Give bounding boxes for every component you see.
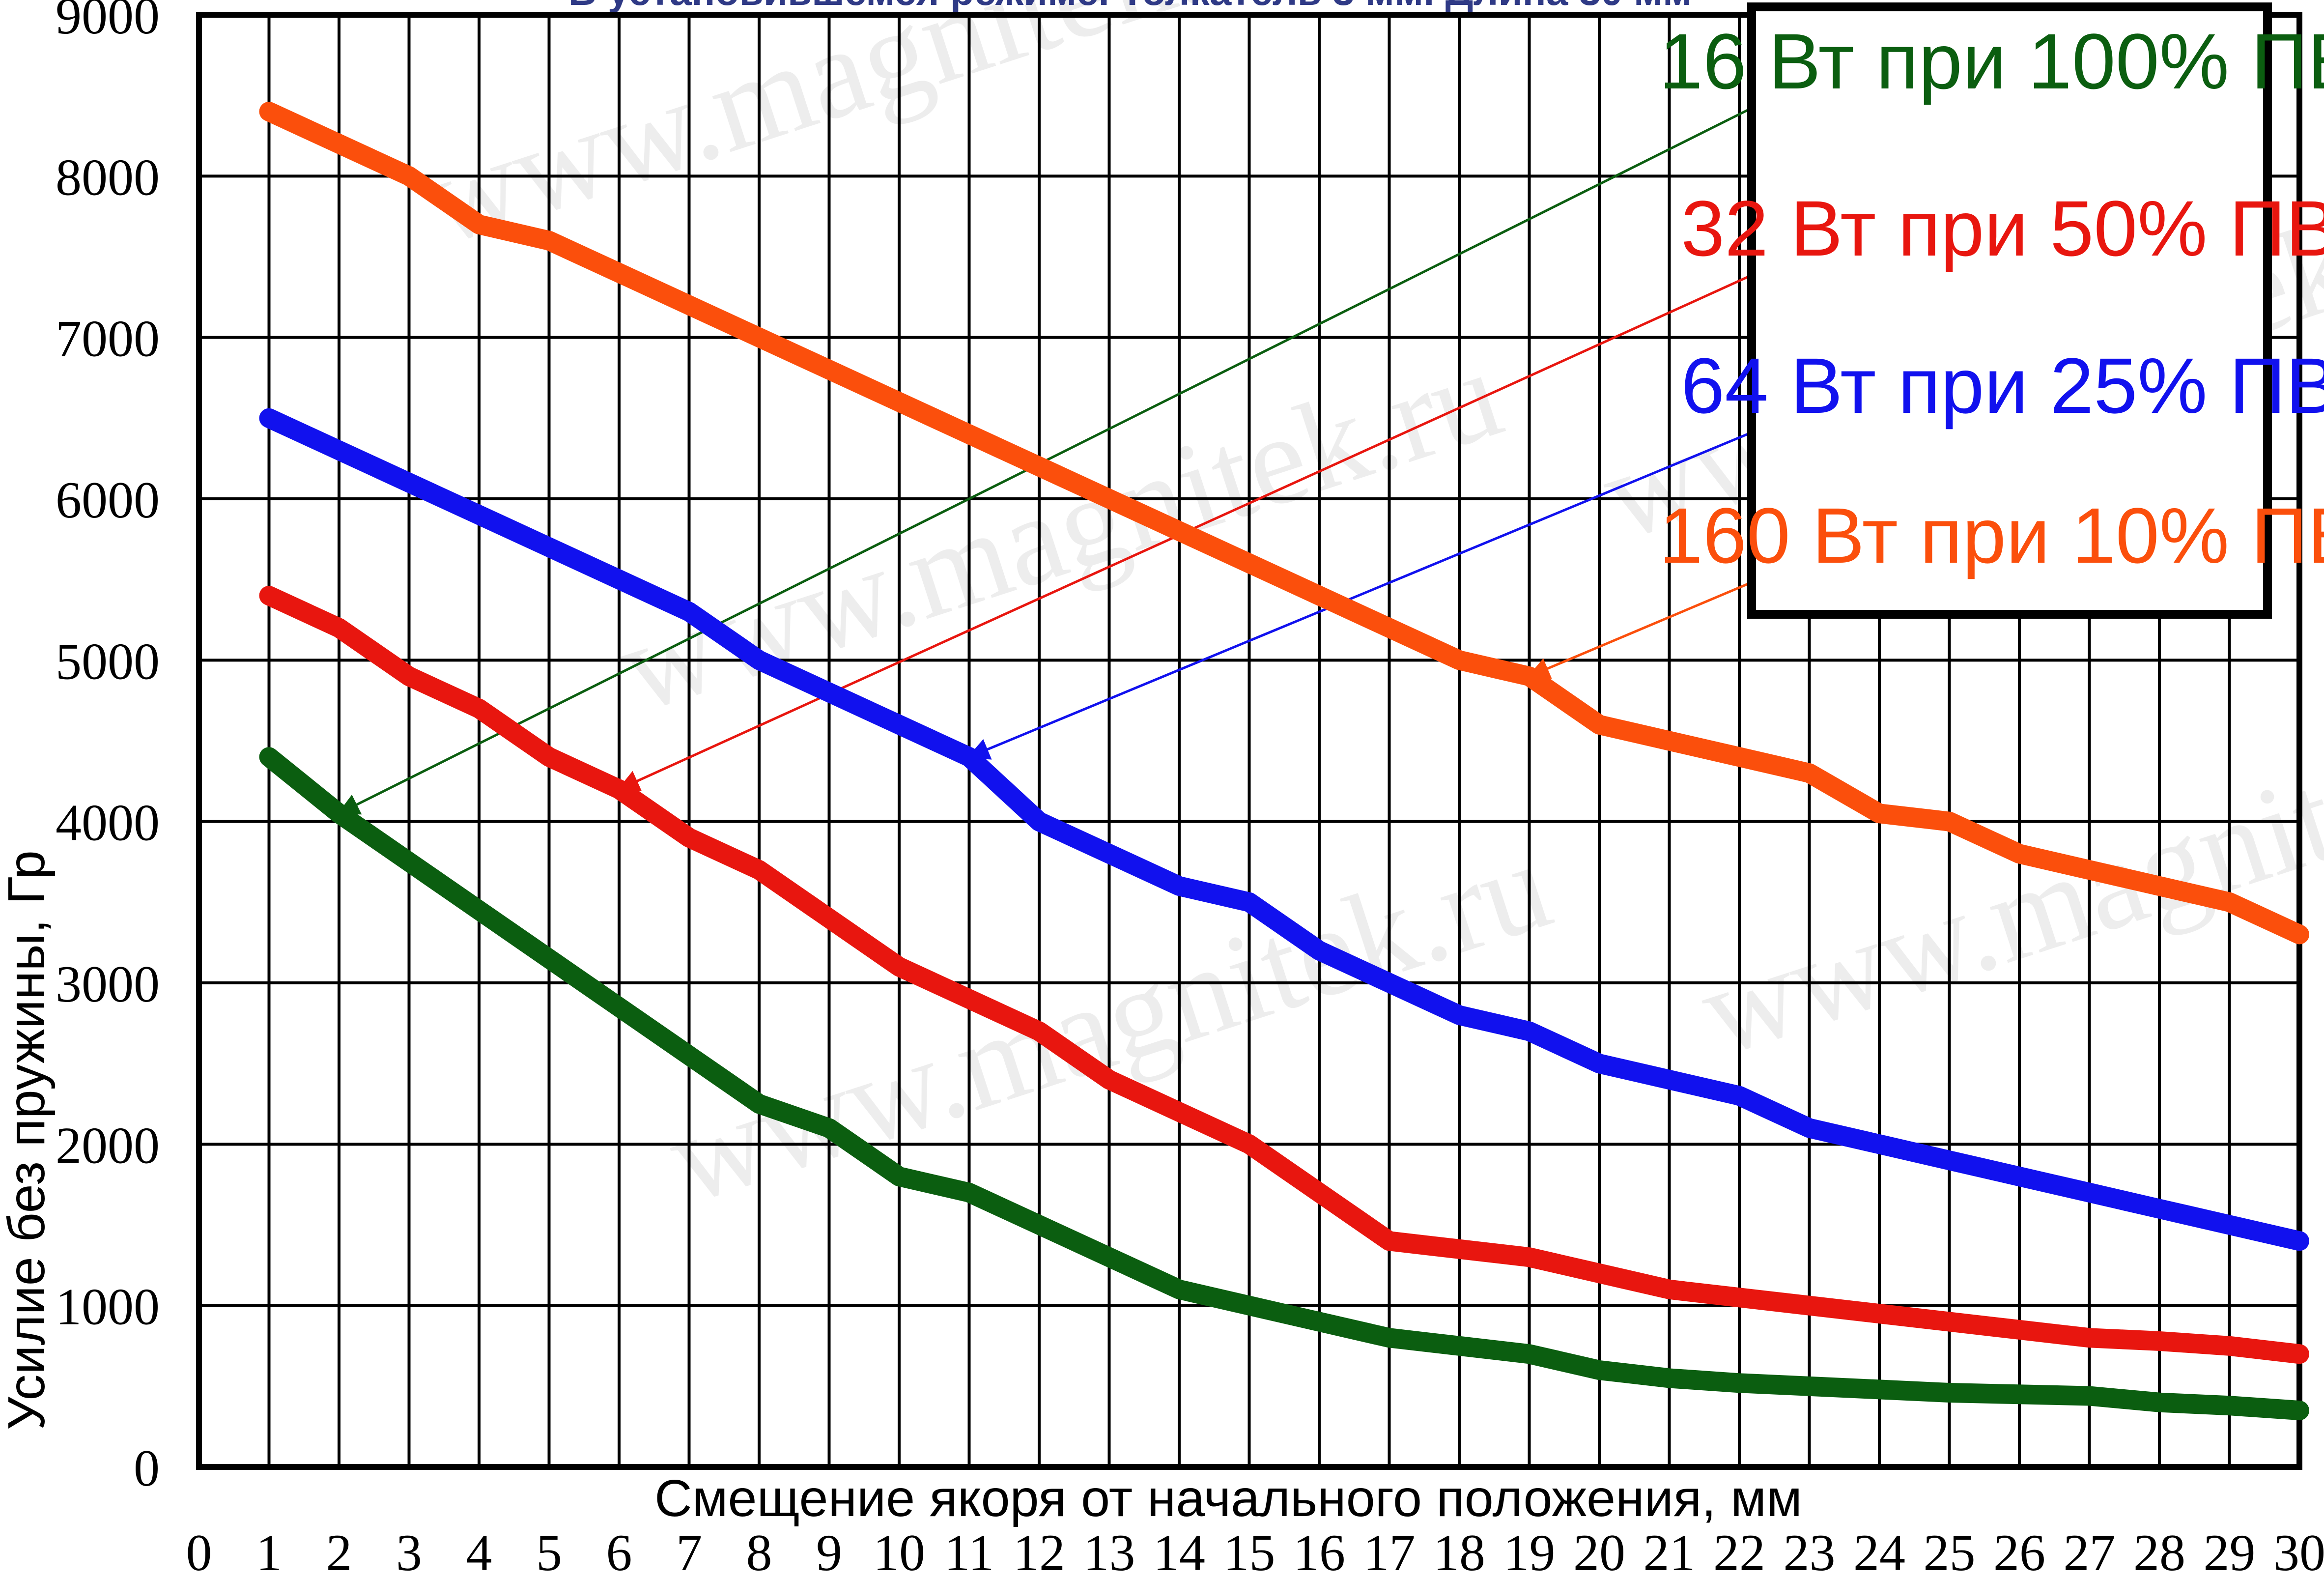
x-tick-label: 30 xyxy=(2273,1524,2324,1578)
x-tick-label: 15 xyxy=(1223,1524,1275,1578)
y-tick-label: 0 xyxy=(134,1439,160,1497)
plot-frame xyxy=(196,12,2302,1470)
x-tick-label: 6 xyxy=(606,1524,632,1578)
y-axis-title: Усилие без пружины, Гр xyxy=(0,850,56,1430)
x-tick-label: 28 xyxy=(2133,1524,2185,1578)
series-line xyxy=(259,102,2309,945)
x-tick-label: 20 xyxy=(1573,1524,1625,1578)
chart-title: В установившемся режиме. Толкатель 3 мм.… xyxy=(568,0,1692,13)
x-tick-label: 26 xyxy=(1993,1524,2045,1578)
x-tick-label: 24 xyxy=(1853,1524,1905,1578)
y-tick-labels: 0 1000 2000 3000 4000 5000 6000 7000 8000 9000 xyxy=(56,0,160,1497)
y-tick-label: 8000 xyxy=(56,148,160,206)
series-line xyxy=(259,586,2309,1364)
x-tick-label: 3 xyxy=(396,1524,422,1578)
x-tick-label: 8 xyxy=(746,1524,772,1578)
legend-item-label: 32 Вт при 50% ПВ xyxy=(1681,184,2324,272)
x-tick-label: 2 xyxy=(326,1524,352,1578)
x-tick-label: 9 xyxy=(816,1524,842,1578)
y-tick-label: 6000 xyxy=(56,471,160,529)
legend: 16 Вт при 100% ПВ 32 Вт при 50% ПВ 64 Вт п… xyxy=(1659,2,2324,619)
arrow-annotation xyxy=(1527,581,1752,679)
x-tick-label: 13 xyxy=(1083,1524,1135,1578)
x-axis-title: Смещение якоря от начального положения, … xyxy=(654,1469,1802,1527)
x-tick-label: 5 xyxy=(536,1524,562,1578)
x-tick-label: 14 xyxy=(1153,1524,1205,1578)
y-tick-label: 3000 xyxy=(56,955,160,1013)
y-tick-label: 5000 xyxy=(56,632,160,690)
x-tick-label: 11 xyxy=(944,1524,994,1578)
x-tick-label: 23 xyxy=(1784,1524,1836,1578)
x-tick-labels: 0 1 2 3 4 5 6 7 8 9 10 11 12 13 14 15 16 17 18 19 20 21 22 23 24… xyxy=(186,1524,2324,1578)
x-tick-label: 27 xyxy=(2064,1524,2116,1578)
x-tick-label: 1 xyxy=(256,1524,282,1578)
legend-item-label: 16 Вт при 100% ПВ xyxy=(1659,17,2324,105)
arrow-annotation xyxy=(967,431,1752,760)
x-tick-label: 10 xyxy=(873,1524,925,1578)
x-tick-label: 19 xyxy=(1503,1524,1556,1578)
x-tick-label: 0 xyxy=(186,1524,212,1578)
series-line xyxy=(259,408,2309,1251)
x-tick-label: 16 xyxy=(1293,1524,1345,1578)
x-tick-label: 21 xyxy=(1644,1524,1696,1578)
y-tick-label: 7000 xyxy=(56,310,160,368)
x-tick-label: 4 xyxy=(466,1524,492,1578)
series-lines xyxy=(259,102,2309,1421)
series-line xyxy=(259,747,2309,1421)
y-tick-label: 9000 xyxy=(56,0,160,45)
legend-item-label: 160 Вт при 10% ПВ xyxy=(1659,491,2324,579)
x-tick-label: 18 xyxy=(1433,1524,1485,1578)
x-tick-label: 22 xyxy=(1713,1524,1765,1578)
y-tick-label: 4000 xyxy=(56,794,160,852)
legend-item-label: 64 Вт при 25% ПВ xyxy=(1681,342,2324,430)
legend-frame xyxy=(1747,2,2272,619)
watermark: www.magnitek.ru xyxy=(604,322,1517,739)
x-tick-label: 17 xyxy=(1363,1524,1416,1578)
x-tick-label: 29 xyxy=(2204,1524,2256,1578)
y-tick-label: 1000 xyxy=(56,1278,160,1336)
x-tick-label: 25 xyxy=(1924,1524,1976,1578)
y-tick-label: 2000 xyxy=(56,1117,160,1174)
x-tick-label: 7 xyxy=(676,1524,702,1578)
x-tick-label: 12 xyxy=(1013,1524,1065,1578)
